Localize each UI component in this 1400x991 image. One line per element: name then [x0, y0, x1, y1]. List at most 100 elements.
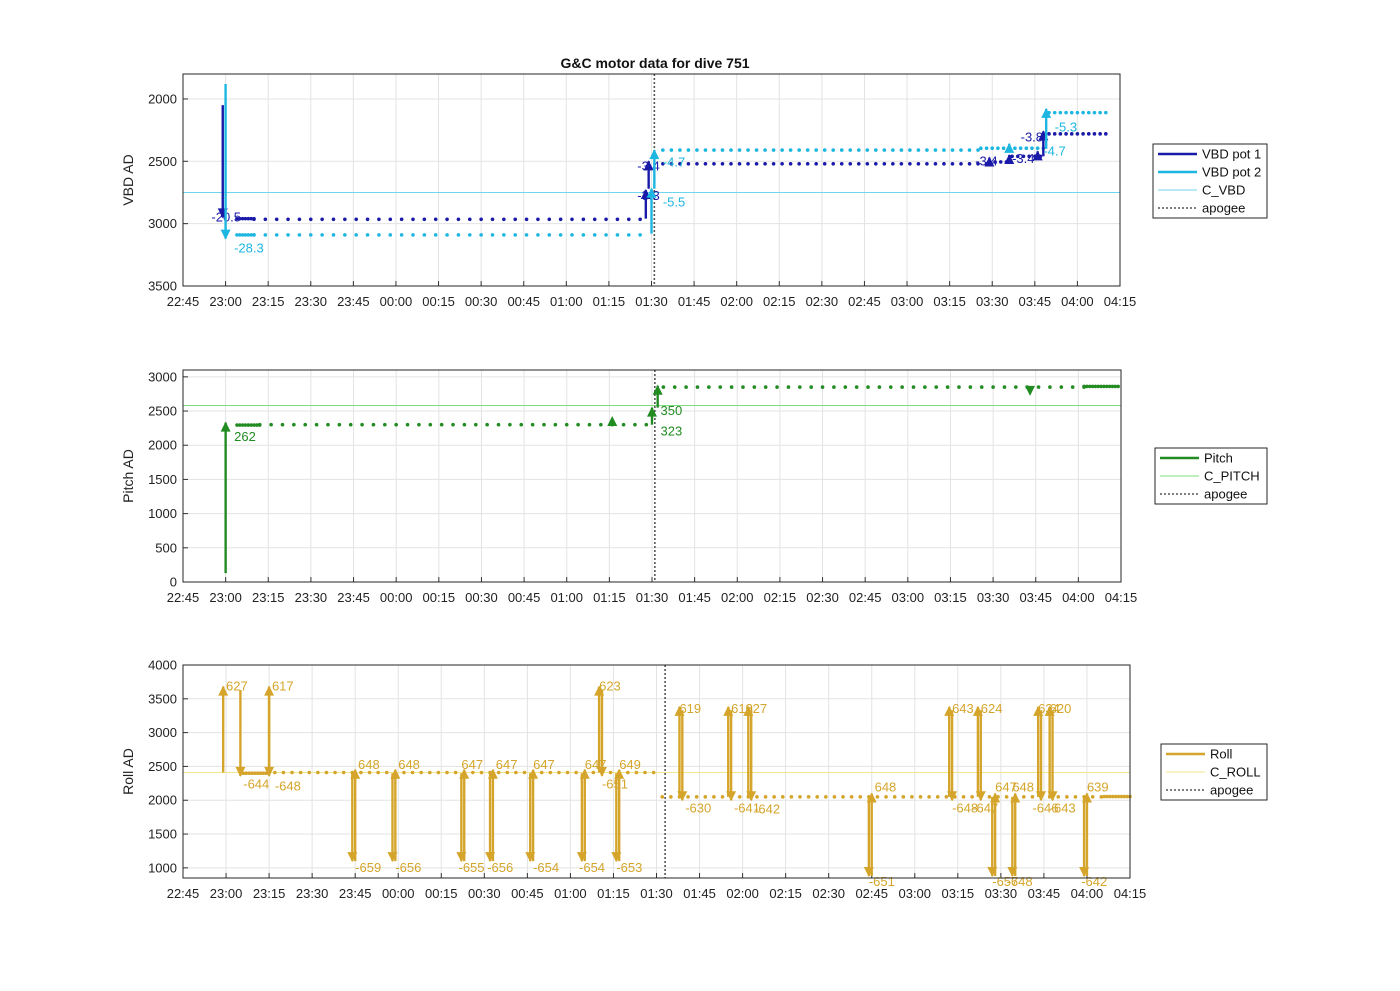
- panel3-data-point: [875, 795, 880, 799]
- panel3-xtick-label: 23:45: [339, 886, 372, 901]
- panel3-move-label: -641: [734, 800, 760, 815]
- panel2-data-point: [394, 422, 398, 427]
- panel1-data-point: [547, 233, 552, 237]
- panel1-legend-label: VBD pot 2: [1202, 165, 1261, 180]
- panel1-data-point: [908, 148, 912, 152]
- panel1-xtick-label: 01:30: [635, 294, 668, 309]
- panel2-data-point: [934, 385, 939, 389]
- panel3-move-arrowhead: [726, 791, 737, 802]
- panel1-data-point: [240, 233, 245, 237]
- panel2-data-point: [752, 385, 757, 389]
- panel3-move-arrowhead: [596, 766, 607, 777]
- panel3-data-point: [565, 770, 570, 775]
- panel3-data-point: [849, 795, 854, 799]
- panel1-data-point: [286, 233, 290, 237]
- panel3-move-label: -656: [395, 860, 421, 875]
- panel2-marker: [1025, 385, 1036, 396]
- panel3-data-point: [1073, 795, 1078, 799]
- panel3-xtick-label: 02:15: [769, 886, 802, 901]
- panel2-move-arrowhead: [647, 406, 657, 417]
- panel3-move-label: -653: [616, 860, 642, 875]
- panel1-move-arrowhead: [1004, 142, 1015, 153]
- panel1-data-point: [1081, 110, 1085, 115]
- panel3-data-point: [961, 795, 966, 799]
- panel1-xtick-label: 23:30: [294, 294, 327, 309]
- panel1-data-point: [237, 233, 242, 237]
- panel3-data-point: [376, 770, 380, 775]
- panel1-data-point: [467, 217, 472, 222]
- panel1-data-point: [678, 161, 682, 166]
- panel1-data-point: [788, 148, 793, 152]
- panel2-xtick-label: 04:15: [1105, 590, 1138, 605]
- panel1-data-point: [976, 148, 980, 152]
- panel3-data-point: [832, 795, 837, 799]
- panel1-data-point: [581, 233, 586, 237]
- panel3-move-label: 647: [533, 757, 555, 772]
- panel2-data-point: [564, 422, 569, 427]
- panel1-data-point: [547, 217, 552, 222]
- panel1-data-point: [252, 233, 256, 237]
- panel1-data-point: [831, 148, 836, 152]
- panel3-xtick-label: 02:00: [726, 886, 759, 901]
- panel2-data-point: [1048, 385, 1052, 389]
- panel1-data-point: [490, 233, 495, 237]
- panel3-move-label: 647: [461, 757, 483, 772]
- panel2-data-point: [1116, 384, 1120, 389]
- panel1-move-arrowhead: [1032, 150, 1043, 161]
- panel3-data-point: [436, 770, 441, 775]
- panel3-data-point: [252, 771, 257, 775]
- panel1-data-point: [703, 161, 708, 166]
- panel1-data-point: [797, 148, 801, 152]
- panel2-data-point: [1099, 384, 1103, 389]
- panel3-data-point: [258, 771, 263, 775]
- panel1-data-point: [456, 233, 461, 237]
- panel3-move-label: 617: [272, 679, 294, 694]
- panel1-xtick-label: 03:45: [1019, 294, 1052, 309]
- panel1-data-point: [411, 217, 415, 222]
- panel3-data-point: [410, 770, 415, 775]
- panel3-move-arrowhead: [677, 791, 688, 802]
- panel3-data-point: [763, 795, 768, 799]
- panel1-data-point: [263, 217, 268, 222]
- panel2-data-point: [255, 423, 259, 427]
- panel1-data-point: [592, 217, 597, 222]
- panel1-data-point: [1098, 132, 1102, 136]
- panel3-xtick-label: 01:00: [554, 886, 587, 901]
- panel3-xtick-label: 23:15: [253, 886, 286, 901]
- panel3-data-point: [496, 770, 501, 775]
- panel1-data-point: [286, 217, 290, 222]
- panel3-move-arrowhead: [487, 768, 498, 779]
- panel2-data-point: [360, 422, 364, 427]
- panel3-move-label: -656: [487, 860, 513, 875]
- panel1-legend-label: apogee: [1202, 201, 1245, 216]
- panel2-data-point: [473, 422, 478, 427]
- panel1-data-point: [874, 161, 878, 166]
- panel2-xtick-label: 04:00: [1062, 590, 1095, 605]
- panel3-data-point: [479, 770, 484, 775]
- panel1-ytick-label: 3500: [148, 279, 177, 294]
- panel1-data-point: [365, 217, 370, 222]
- panel2-data-point: [1102, 384, 1106, 389]
- panel1-data-point: [331, 233, 336, 237]
- panel3-data-point: [755, 795, 759, 799]
- panel1-data-point: [737, 148, 742, 152]
- panel1-data-point: [399, 233, 404, 237]
- panel1-data-point: [976, 161, 980, 166]
- panel2-data-point: [968, 385, 973, 389]
- panel1-data-point: [536, 233, 540, 237]
- panel3-move-arrowhead: [528, 768, 539, 779]
- panel3-move-label: 648: [358, 757, 380, 772]
- panel1-data-point: [959, 161, 963, 166]
- panel1-data-point: [967, 161, 972, 166]
- panel1-data-point: [933, 148, 938, 152]
- panel3-data-point: [660, 795, 665, 799]
- panel3-data-point: [591, 770, 596, 775]
- panel3-move-label: -655: [458, 860, 484, 875]
- panel1-ytick-label: 2500: [148, 154, 177, 169]
- panel3-move-arrowhead: [459, 768, 470, 779]
- panel3-data-point: [250, 771, 254, 775]
- panel2-xtick-label: 01:00: [550, 590, 583, 605]
- panel3-data-point: [367, 770, 372, 775]
- panel3-xtick-label: 01:15: [597, 886, 630, 901]
- panel1-data-point: [343, 217, 347, 222]
